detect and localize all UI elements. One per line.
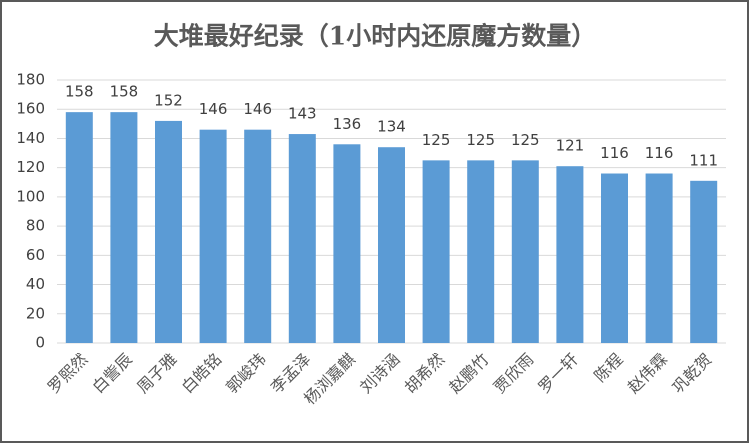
y-tick-label: 160 xyxy=(16,100,45,118)
data-label: 116 xyxy=(600,144,629,162)
bar xyxy=(690,180,718,343)
data-label: 125 xyxy=(422,131,451,149)
data-label: 143 xyxy=(288,105,317,123)
bar xyxy=(333,144,361,343)
y-tick-label: 100 xyxy=(16,187,45,205)
data-label: 111 xyxy=(689,151,718,169)
bar xyxy=(288,134,316,343)
y-tick-label: 60 xyxy=(26,246,45,264)
y-tick-label: 20 xyxy=(26,304,45,322)
data-label: 125 xyxy=(466,131,495,149)
data-label: 134 xyxy=(377,118,406,136)
data-label: 116 xyxy=(645,144,674,162)
data-label: 152 xyxy=(154,91,183,109)
bar xyxy=(199,129,227,343)
bar xyxy=(155,120,182,344)
bar xyxy=(110,112,138,344)
bar xyxy=(244,129,272,343)
y-tick-label: 140 xyxy=(16,129,45,147)
data-label: 121 xyxy=(556,137,585,155)
bar xyxy=(601,173,628,343)
y-tick-label: 120 xyxy=(16,158,45,176)
bar xyxy=(467,160,495,343)
bar xyxy=(645,173,673,343)
data-label: 158 xyxy=(110,83,139,101)
data-label: 158 xyxy=(65,83,94,101)
data-label: 146 xyxy=(199,100,228,118)
bar xyxy=(378,147,405,343)
chart-title: 大堆最好纪录（1小时内还原魔方数量） xyxy=(154,22,596,51)
data-label: 146 xyxy=(243,100,272,118)
bar xyxy=(65,112,93,344)
bar xyxy=(511,160,539,343)
bar xyxy=(556,166,584,343)
data-label: 125 xyxy=(511,131,540,149)
bar xyxy=(422,160,450,343)
data-label: 136 xyxy=(333,115,362,133)
y-tick-label: 0 xyxy=(35,334,45,352)
y-tick-label: 180 xyxy=(16,71,45,89)
y-tick-label: 80 xyxy=(26,217,45,235)
y-tick-label: 40 xyxy=(26,275,45,293)
